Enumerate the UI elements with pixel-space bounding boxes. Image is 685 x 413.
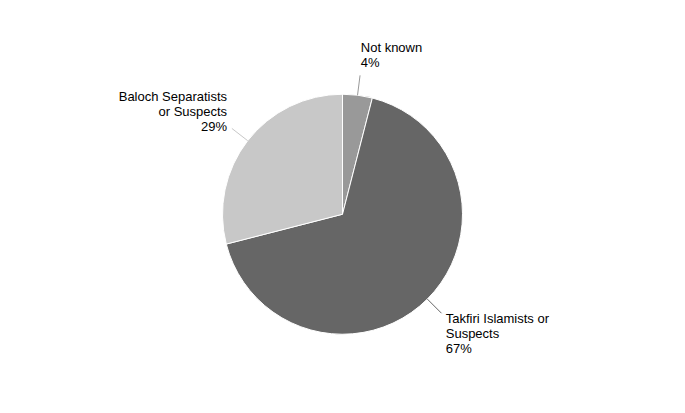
svg-text:Takfiri Islamists orSuspects67: Takfiri Islamists orSuspects67%	[446, 311, 550, 356]
svg-text:Not known4%: Not known4%	[361, 40, 422, 70]
svg-text:Baloch Separatistsor Suspects2: Baloch Separatistsor Suspects29%	[119, 88, 228, 133]
